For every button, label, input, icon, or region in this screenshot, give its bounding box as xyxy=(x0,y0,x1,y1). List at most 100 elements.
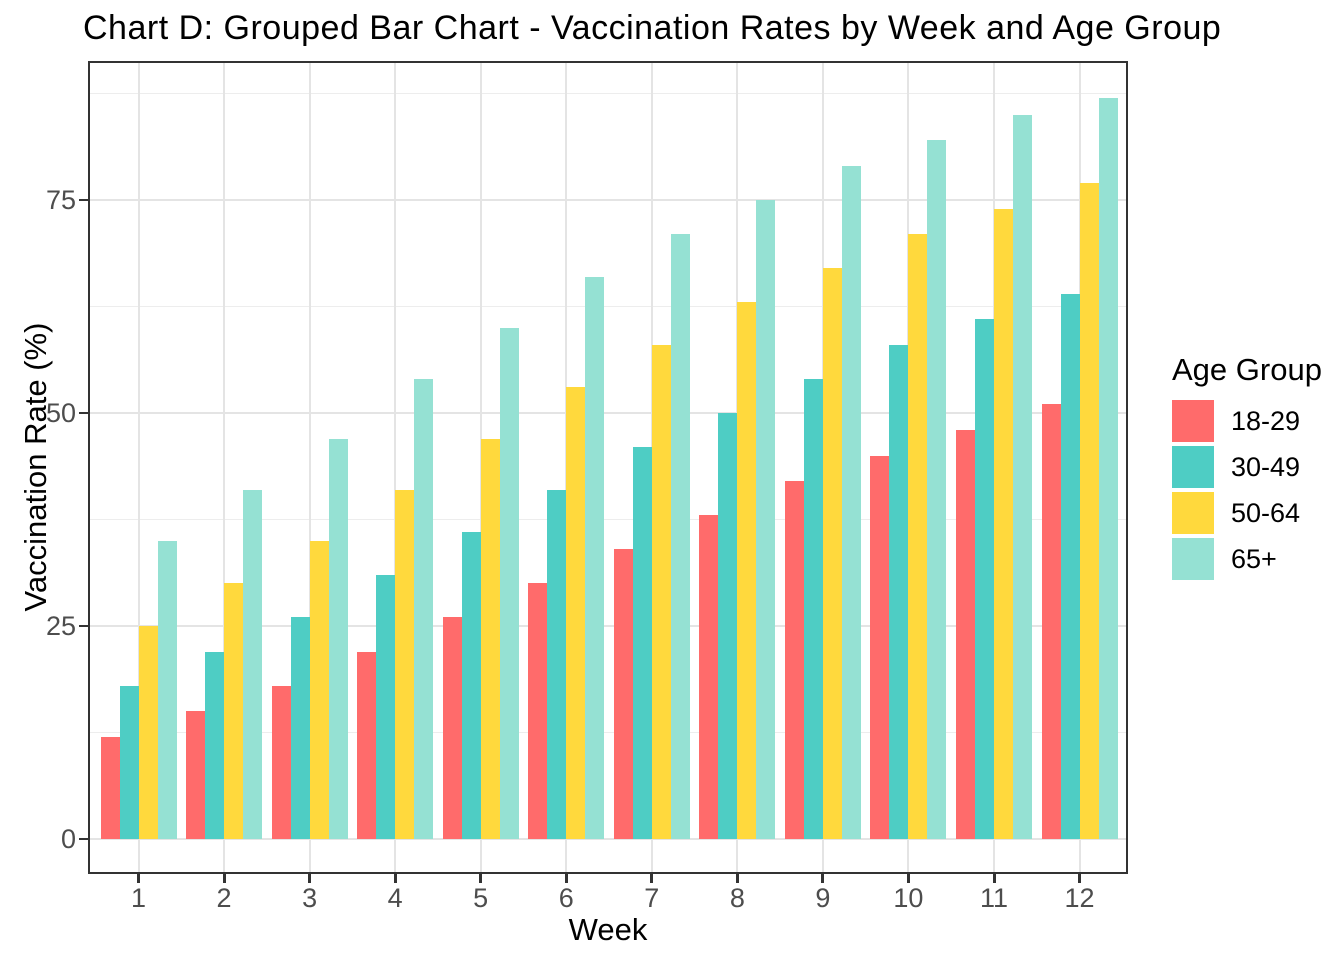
y-tick-mark-50 xyxy=(79,412,88,414)
legend-swatch-65 xyxy=(1172,538,1214,580)
x-tick-label-7: 7 xyxy=(644,883,660,913)
legend: Age Group 18-29 30-49 50-64 65+ xyxy=(1172,352,1322,584)
bar-week10-18-29 xyxy=(870,455,890,839)
bar-week10-30-49 xyxy=(889,344,909,839)
bar-week9-18-29 xyxy=(784,481,804,839)
x-tick-mark-9 xyxy=(821,874,825,883)
bar-week7-18-29 xyxy=(613,549,633,839)
bar-week3-30-49 xyxy=(290,617,310,839)
x-tick-label-10: 10 xyxy=(893,883,924,913)
legend-label-18-29: 18-29 xyxy=(1231,405,1301,436)
bar-week5-50-64 xyxy=(480,438,500,839)
legend-item-65: 65+ xyxy=(1172,538,1322,580)
x-tick-label-2: 2 xyxy=(216,883,232,913)
x-tick-mark-12 xyxy=(1078,874,1082,883)
bar-week6-50-64 xyxy=(566,387,586,839)
x-tick-mark-5 xyxy=(479,874,483,883)
legend-item-50-64: 50-64 xyxy=(1172,492,1322,534)
gridline-x-week-3 xyxy=(308,61,311,874)
legend-swatch-18-29 xyxy=(1172,400,1214,442)
x-tick-mark-2 xyxy=(222,874,226,883)
bar-week4-30-49 xyxy=(376,574,396,839)
x-tick-label-8: 8 xyxy=(729,883,745,913)
y-tick-mark-25 xyxy=(79,625,88,627)
bar-week6-18-29 xyxy=(528,583,548,839)
x-tick-label-4: 4 xyxy=(387,883,403,913)
y-tick-label-25: 25 xyxy=(45,611,76,641)
legend-items: 18-29 30-49 50-64 65+ xyxy=(1172,400,1322,580)
bar-week4-65 xyxy=(414,378,434,839)
bar-week7-50-64 xyxy=(651,344,671,839)
y-tick-label-0: 0 xyxy=(60,824,76,854)
bar-week8-65 xyxy=(756,200,776,839)
y-tick-mark-0 xyxy=(79,838,88,840)
x-tick-label-11: 11 xyxy=(979,883,1009,913)
y-tick-label-50: 50 xyxy=(45,398,76,428)
bar-week12-18-29 xyxy=(1041,404,1061,839)
legend-swatch-50-64 xyxy=(1172,492,1214,534)
gridline-minor-y-62.5 xyxy=(88,306,1128,307)
y-tick-label-75: 75 xyxy=(45,185,76,215)
gridline-minor-y-12.5 xyxy=(88,732,1128,733)
gridline-major-y-75 xyxy=(88,199,1128,201)
y-tick-mark-75 xyxy=(79,199,88,201)
bar-week1-50-64 xyxy=(138,626,158,839)
x-tick-label-1: 1 xyxy=(130,883,147,913)
bar-week10-50-64 xyxy=(908,234,928,839)
bar-week5-18-29 xyxy=(442,617,462,839)
bar-week12-65 xyxy=(1098,97,1118,839)
x-tick-mark-11 xyxy=(992,874,996,883)
gridline-minor-y-37.5 xyxy=(88,519,1128,520)
y-axis-title: Vaccination Rate (%) xyxy=(18,322,53,612)
bar-week2-65 xyxy=(243,489,263,839)
bar-week3-18-29 xyxy=(271,685,291,839)
x-tick-mark-10 xyxy=(906,874,910,883)
bar-week8-30-49 xyxy=(718,413,738,839)
x-tick-mark-4 xyxy=(393,874,397,883)
legend-item-18-29: 18-29 xyxy=(1172,400,1322,442)
x-tick-mark-7 xyxy=(650,874,654,883)
legend-label-65: 65+ xyxy=(1231,543,1277,574)
x-axis-title: Week xyxy=(568,912,648,947)
x-tick-label-6: 6 xyxy=(558,883,574,913)
bar-week4-50-64 xyxy=(395,489,415,839)
x-tick-label-5: 5 xyxy=(473,883,489,913)
bar-week1-65 xyxy=(157,540,177,839)
gridline-x-week-4 xyxy=(394,61,397,874)
bar-week5-65 xyxy=(499,327,519,839)
gridline-major-y-25 xyxy=(88,625,1128,627)
x-tick-label-9: 9 xyxy=(815,883,831,913)
bar-week2-18-29 xyxy=(186,711,206,839)
bar-week12-30-49 xyxy=(1060,293,1080,839)
bar-week6-65 xyxy=(585,276,605,839)
x-tick-mark-1 xyxy=(137,874,140,883)
bar-week1-30-49 xyxy=(119,685,139,839)
gridline-x-week-2 xyxy=(223,61,226,874)
bar-week2-50-64 xyxy=(224,583,244,839)
bar-week7-30-49 xyxy=(632,447,652,839)
bar-week9-65 xyxy=(841,165,861,839)
bar-week1-18-29 xyxy=(100,736,120,839)
bar-week10-65 xyxy=(927,140,947,839)
legend-label-30-49: 30-49 xyxy=(1231,451,1301,482)
x-tick-label-3: 3 xyxy=(302,883,318,913)
gridline-major-y-0 xyxy=(88,838,1128,840)
x-tick-mark-3 xyxy=(308,874,312,883)
legend-label-50-64: 50-64 xyxy=(1231,497,1301,528)
bar-week9-30-49 xyxy=(803,378,823,839)
plot-panel xyxy=(88,61,1128,874)
bar-week3-50-64 xyxy=(309,540,329,839)
bar-week12-50-64 xyxy=(1079,182,1099,839)
bar-week11-30-49 xyxy=(975,319,994,839)
bar-week6-30-49 xyxy=(547,489,567,839)
bar-week2-30-49 xyxy=(205,651,225,839)
gridline-x-week-1 xyxy=(137,61,140,874)
bar-week3-65 xyxy=(328,438,348,839)
x-tick-mark-6 xyxy=(564,874,568,883)
bar-week8-18-29 xyxy=(699,515,719,839)
chart-title: Chart D: Grouped Bar Chart - Vaccination… xyxy=(83,9,1222,47)
gridline-major-y-50 xyxy=(88,412,1128,414)
bar-week11-50-64 xyxy=(994,208,1013,839)
gridline-minor-y-87.5 xyxy=(88,93,1128,94)
